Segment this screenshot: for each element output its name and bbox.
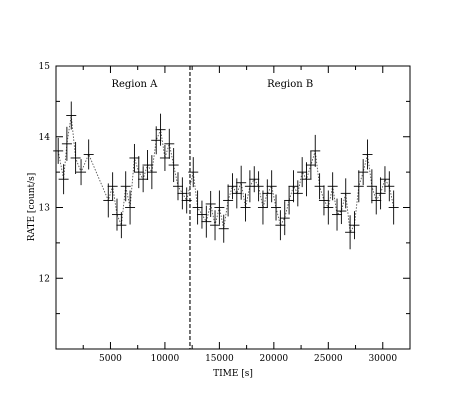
data-point	[362, 139, 373, 170]
x-tick-label: 5000	[99, 354, 122, 364]
data-point	[366, 169, 377, 204]
y-tick-label: 12	[39, 274, 50, 284]
data-point	[125, 190, 136, 225]
data-point	[168, 148, 179, 183]
data-point	[61, 126, 72, 161]
data-point	[188, 157, 199, 188]
data-point	[177, 177, 188, 210]
data-point	[292, 180, 303, 207]
data-point	[345, 215, 356, 250]
data-point	[129, 143, 140, 172]
data-point	[257, 190, 268, 225]
data-point	[301, 162, 312, 197]
data-point	[375, 177, 386, 210]
x-tick-label: 15000	[205, 354, 234, 364]
data-point	[240, 193, 251, 222]
data-point	[151, 126, 162, 155]
data-point	[271, 194, 282, 221]
data-point	[192, 190, 203, 225]
data-point	[76, 159, 87, 186]
data-point	[340, 178, 351, 209]
data-point	[146, 155, 157, 190]
data-point	[244, 170, 255, 203]
data-point	[227, 173, 238, 200]
x-tick-label: 20000	[260, 354, 289, 364]
data-point	[70, 141, 81, 174]
data-point	[353, 170, 364, 203]
y-axis-label: RATE [count/s]	[27, 173, 37, 242]
x-tick-label: 10000	[151, 354, 180, 364]
data-point	[181, 187, 192, 214]
data-point	[371, 186, 382, 215]
y-tick-label: 14	[39, 133, 51, 143]
data-point	[196, 200, 207, 229]
x-tick-label: 25000	[314, 354, 343, 364]
data-point	[172, 172, 183, 201]
data-point	[314, 173, 325, 200]
data-point	[133, 156, 144, 189]
data-point	[305, 151, 316, 180]
data-point	[103, 183, 114, 218]
x-axis-label: TIME [s]	[213, 369, 253, 379]
data-point	[210, 210, 221, 241]
data-point	[266, 170, 277, 203]
data-point	[201, 205, 212, 238]
data-point	[284, 186, 295, 215]
data-point	[214, 190, 225, 225]
data-point	[142, 150, 153, 181]
data-point	[205, 190, 216, 217]
data-point	[120, 171, 131, 202]
y-tick-label: 13	[39, 204, 51, 214]
data-point	[249, 166, 260, 193]
data-point	[138, 166, 149, 193]
region-label-a: Region A	[111, 79, 158, 90]
data-point	[323, 190, 334, 225]
data-point	[159, 144, 170, 171]
data-point	[332, 198, 343, 231]
data-point	[223, 184, 234, 217]
data-point	[275, 210, 286, 241]
data-point	[388, 190, 399, 225]
data-point	[58, 164, 69, 195]
data-point	[279, 201, 290, 236]
data-point	[358, 159, 369, 186]
data-point	[310, 134, 321, 167]
x-tick-label: 30000	[368, 354, 397, 364]
data-point	[327, 172, 338, 201]
y-tick-label: 15	[39, 62, 51, 72]
data-point	[262, 179, 273, 208]
data-point	[379, 166, 390, 193]
data-point	[155, 113, 166, 146]
data-point	[384, 171, 395, 202]
data-point	[107, 172, 118, 201]
data-point	[297, 157, 308, 188]
region-label-b: Region B	[267, 79, 313, 90]
data-point	[236, 165, 247, 200]
data-point	[83, 139, 94, 170]
data-point	[231, 178, 242, 209]
data-point	[318, 185, 329, 216]
data-point	[349, 211, 360, 240]
data-point	[66, 101, 77, 130]
data-point	[164, 128, 175, 159]
data-point	[111, 198, 122, 231]
data-point	[218, 214, 229, 243]
data-point	[336, 198, 347, 225]
data-point	[116, 212, 127, 239]
data-point	[53, 137, 64, 164]
data-point	[288, 170, 299, 203]
plot-frame	[55, 65, 411, 350]
data-point	[253, 171, 264, 202]
